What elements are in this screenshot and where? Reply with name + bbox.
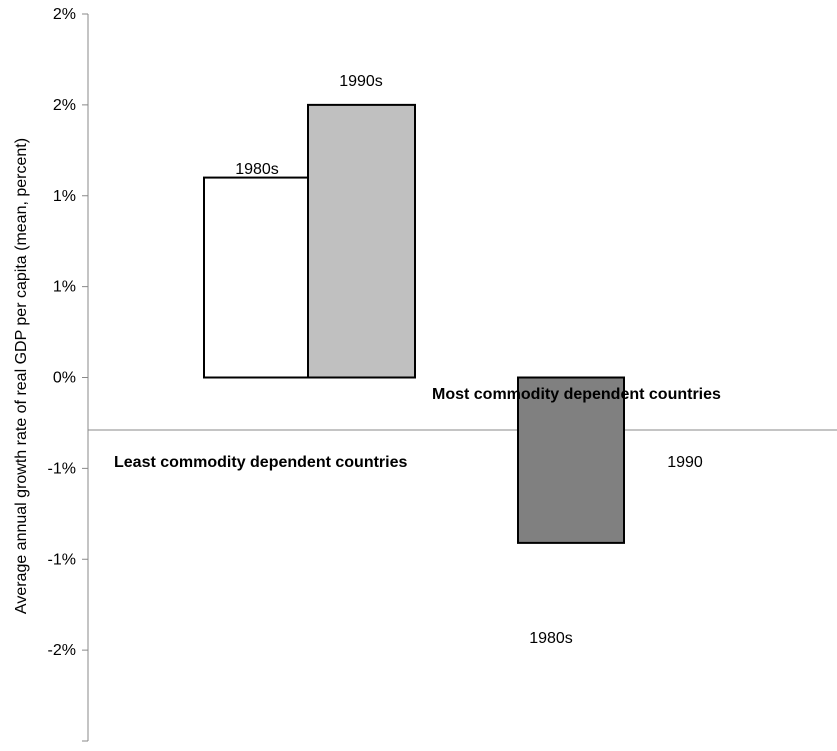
y-tick-label: -1% [48,460,76,477]
bars [203,103,625,544]
y-tick-label: -1% [48,551,76,568]
group-label-least: Least commodity dependent countries [114,454,407,471]
bar-label-least-1980s: 1980s [235,161,279,178]
bar-label-most-1990: 1990 [667,454,703,471]
y-tick-label: 1% [53,279,76,296]
bar-least-1990s [307,103,416,379]
bar-label-least-1990s: 1990s [339,73,383,90]
y-tick-label: 1% [53,188,76,205]
group-label-most: Most commodity dependent countries [432,386,721,403]
bar-least-1980s [203,176,309,379]
bar-most-1980s [517,376,625,544]
y-tick-label: 2% [53,97,76,114]
y-tick-label: 0% [53,370,76,387]
y-axis-ticks: 2% 2% 1% 1% 0% -1% -1% -2% [48,6,88,742]
y-tick-label: -2% [48,642,76,659]
y-tick-label: 2% [53,6,76,23]
y-axis-title: Average annual growth rate of real GDP p… [13,138,30,614]
bar-label-most-1980s: 1980s [529,630,573,647]
